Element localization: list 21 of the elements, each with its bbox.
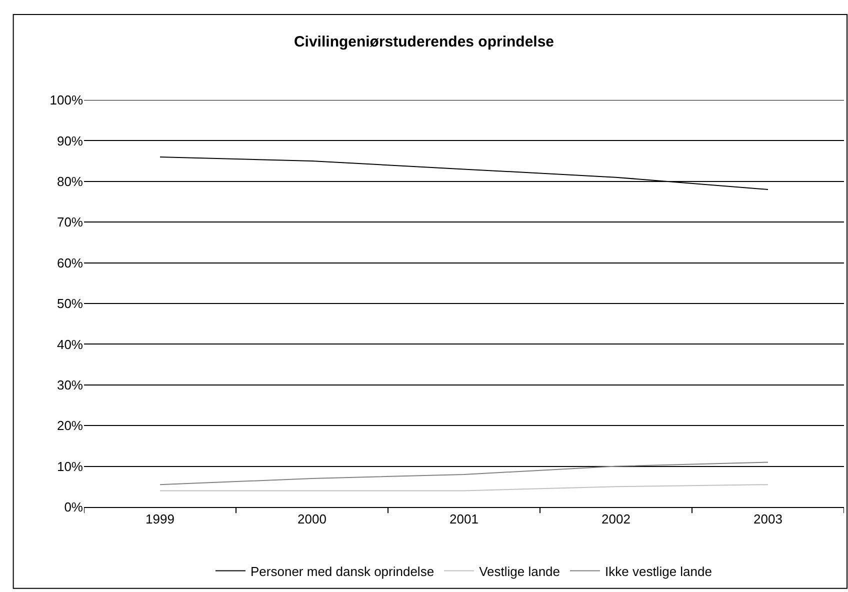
y-tick-label: 90% (56, 133, 84, 148)
x-tick-label: 2002 (602, 512, 630, 527)
legend-label: Vestlige lande (479, 564, 560, 579)
x-tick-label: 2003 (754, 512, 782, 527)
chart-title: Civilingeniørstuderendes oprindelse (294, 34, 554, 51)
y-tick-label: 10% (56, 458, 84, 474)
legend-label: Personer med dansk oprindelse (250, 564, 434, 579)
x-tick-label: 2000 (298, 512, 326, 527)
y-tick-label: 40% (56, 336, 84, 352)
x-tick-label: 2001 (450, 512, 478, 527)
line-series (160, 462, 768, 486)
x-tick-label: 1999 (146, 512, 174, 527)
y-tick-label: 100% (50, 92, 84, 108)
y-tick-label: 80% (56, 174, 84, 189)
y-tick-label: 30% (56, 377, 84, 392)
legend-label: Ikke vestlige lande (605, 564, 712, 579)
y-tick-label: 70% (56, 214, 84, 230)
y-tick-label: 0% (64, 500, 84, 515)
y-tick-label: 50% (56, 296, 84, 312)
y-tick-label: 60% (56, 255, 84, 270)
y-tick-label: 20% (56, 418, 84, 434)
